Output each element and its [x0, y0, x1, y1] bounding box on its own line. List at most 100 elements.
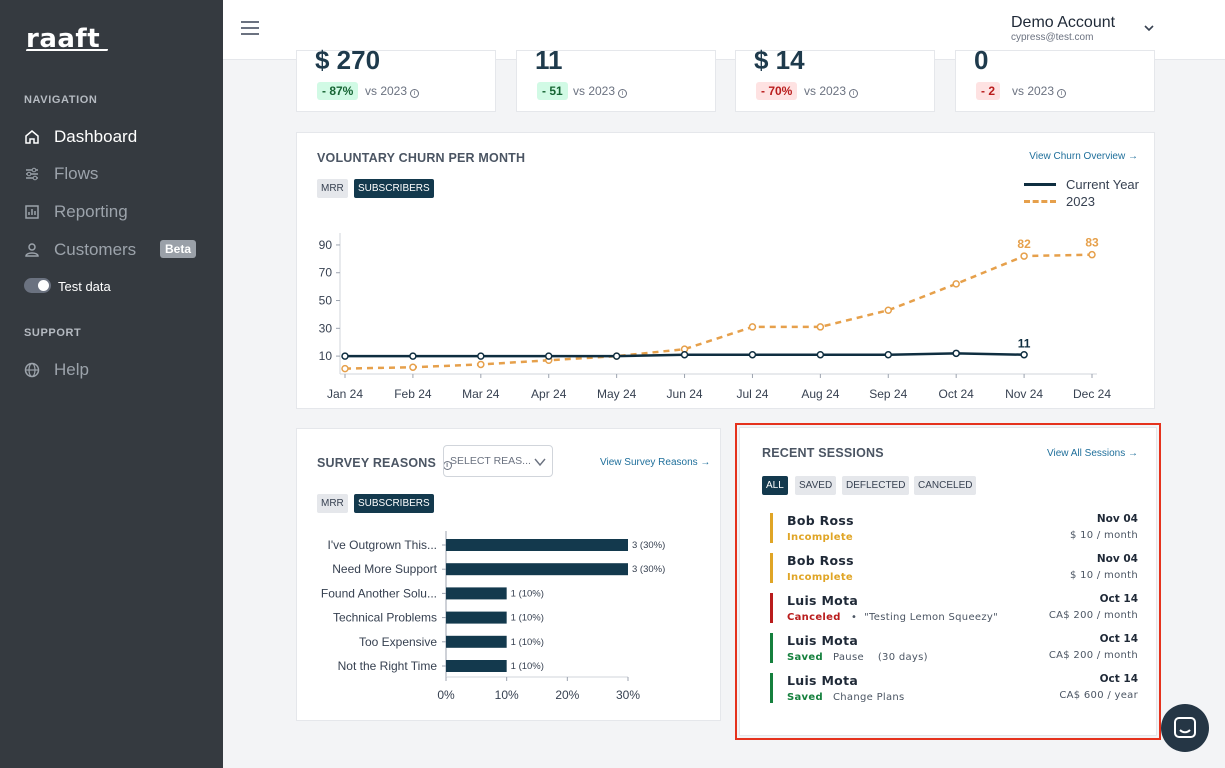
test-data-toggle[interactable] [24, 278, 51, 293]
flows-icon [26, 167, 38, 181]
series-current-year-point [341, 352, 349, 360]
stat-comparison: vs 2023 i [365, 84, 420, 98]
legend-label: Current Year [1066, 177, 1139, 192]
session-status-bar [770, 593, 773, 623]
y-tick-label: 70 [319, 266, 333, 280]
x-tick-label: 30% [616, 688, 640, 702]
series-2023-point [952, 280, 960, 288]
sidebar-item-flows[interactable]: Flows [24, 164, 98, 184]
session-row[interactable]: Bob Ross Incomplete Nov 04 $ 10 / month [770, 513, 1138, 545]
series-2023-label: 83 [1085, 236, 1099, 250]
reporting-icon [25, 205, 39, 219]
session-status-bar [770, 633, 773, 663]
y-tick-label: 50 [319, 294, 333, 308]
sessions-title: RECENT SESSIONS [762, 446, 884, 460]
sidebar-item-help[interactable]: Help [24, 360, 89, 380]
session-row[interactable]: Luis Mota Canceled • "Testing Lemon Squeez… [770, 593, 1138, 625]
session-date: Oct 14 [1099, 673, 1138, 685]
x-tick-label: Aug 24 [801, 387, 839, 401]
logo-swoosh [25, 49, 109, 51]
account-email: cypress@test.com [1011, 32, 1094, 43]
sidebar-item-label: Help [54, 360, 89, 379]
sidebar-item-reporting[interactable]: Reporting [24, 202, 128, 222]
sidebar-item-customers[interactable]: Customers [24, 240, 136, 260]
info-icon[interactable]: i [849, 89, 859, 98]
churn-line-chart: 10 30 50 70 90 Jan 24 Feb 24 Mar 24 Apr 24 May 24… [319, 233, 1111, 401]
view-churn-overview-link[interactable]: View Churn Overview → [1029, 151, 1138, 162]
stat-change-badge: - 70% [756, 82, 798, 100]
survey-reason-select[interactable]: SELECT REAS... [443, 445, 553, 477]
session-date: Nov 04 [1096, 513, 1138, 525]
stat-card: $ 270 - 87% vs 2023 i [296, 45, 496, 112]
session-status: Incomplete [787, 572, 853, 583]
survey-panel: SURVEY REASONS i SELECT REAS... View Sur… [296, 428, 721, 721]
y-tick-label: 10 [319, 349, 333, 363]
session-customer-name: Bob Ross [787, 513, 854, 528]
view-all-sessions-link[interactable]: View All Sessions → [1047, 448, 1138, 459]
series-2023-point [1020, 252, 1028, 260]
bar [446, 539, 628, 551]
series-2023-point [409, 363, 417, 371]
stat-value: 0 [974, 45, 989, 75]
nav-heading: NAVIGATION [24, 94, 98, 106]
survey-mrr-toggle[interactable]: MRR [317, 494, 348, 513]
session-detail: • "Testing Lemon Squeezy" [851, 612, 999, 623]
bar [446, 635, 507, 648]
survey-title: SURVEY REASONS i [317, 456, 452, 470]
series-2023-label: 82 [1017, 237, 1031, 251]
account-name[interactable]: Demo Account [1011, 14, 1116, 31]
session-amount: CA$ 200 / month [1048, 610, 1138, 621]
home-icon [25, 130, 39, 144]
sidebar-item-label: Flows [54, 164, 99, 183]
session-date: Nov 04 [1096, 553, 1138, 565]
filter-all[interactable]: ALL [762, 476, 788, 495]
menu-icon[interactable] [241, 21, 259, 39]
chevron-down-icon[interactable] [1143, 22, 1155, 34]
session-status: Saved [787, 692, 823, 703]
info-icon[interactable]: i [410, 89, 420, 98]
x-tick-label: Sep 24 [869, 387, 907, 401]
session-row[interactable]: Luis Mota Saved Pause (30 days) Oct 14 CA$ 2… [770, 633, 1138, 665]
stat-value: 11 [535, 45, 563, 75]
series-2023-point [1088, 250, 1096, 259]
sidebar-item-dashboard[interactable]: Dashboard [24, 127, 137, 147]
series-current-year-point [477, 352, 485, 360]
filter-deflected[interactable]: DEFLECTED [842, 476, 910, 495]
session-row[interactable]: Luis Mota Saved Change Plans Oct 14 CA$ 600 … [770, 673, 1138, 705]
chat-button[interactable] [1161, 704, 1209, 752]
bar-category-label: Not the Right Time [338, 659, 438, 673]
x-tick-label: Dec 24 [1073, 387, 1111, 401]
churn-mrr-toggle[interactable]: MRR [317, 179, 348, 198]
info-icon[interactable]: i [618, 89, 628, 98]
session-status: Incomplete [787, 532, 853, 543]
survey-subscribers-toggle[interactable]: SUBSCRIBERS [354, 494, 434, 513]
session-customer-name: Luis Mota [787, 673, 859, 688]
bar-category-label: I've Outgrown This... [328, 538, 437, 552]
series-current-year-point [816, 350, 825, 359]
session-amount: $ 10 / month [1069, 530, 1138, 541]
session-row[interactable]: Bob Ross Incomplete Nov 04 $ 10 / month [770, 553, 1138, 585]
session-status: Saved [787, 652, 823, 663]
legend-current-year: Current Year [1024, 177, 1139, 192]
series-current-year-point [544, 352, 553, 360]
x-tick-label: Oct 24 [939, 387, 975, 401]
view-survey-reasons-link[interactable]: View Survey Reasons → [600, 457, 711, 468]
series-2023-point [816, 323, 825, 331]
stat-comparison: vs 2023 i [804, 84, 859, 98]
info-icon[interactable]: i [1057, 89, 1067, 98]
x-tick-label: 20% [555, 688, 579, 702]
test-data-label: Test data [58, 279, 111, 294]
stat-comparison: vs 2023 i [1012, 84, 1067, 98]
x-tick-label: Apr 24 [531, 387, 567, 401]
bar-value-label: 1 (10%) [511, 661, 544, 672]
churn-subscribers-toggle[interactable]: SUBSCRIBERS [354, 179, 434, 198]
x-tick-label: 10% [495, 688, 519, 702]
bar [446, 587, 507, 600]
filter-canceled[interactable]: CANCELED [914, 476, 977, 495]
series-current-year-point [409, 352, 417, 360]
filter-saved[interactable]: SAVED [795, 476, 837, 495]
session-status-bar [770, 553, 773, 583]
session-date: Oct 14 [1099, 593, 1138, 605]
x-tick-label: Nov 24 [1005, 387, 1043, 401]
beta-badge: Beta [160, 240, 197, 258]
